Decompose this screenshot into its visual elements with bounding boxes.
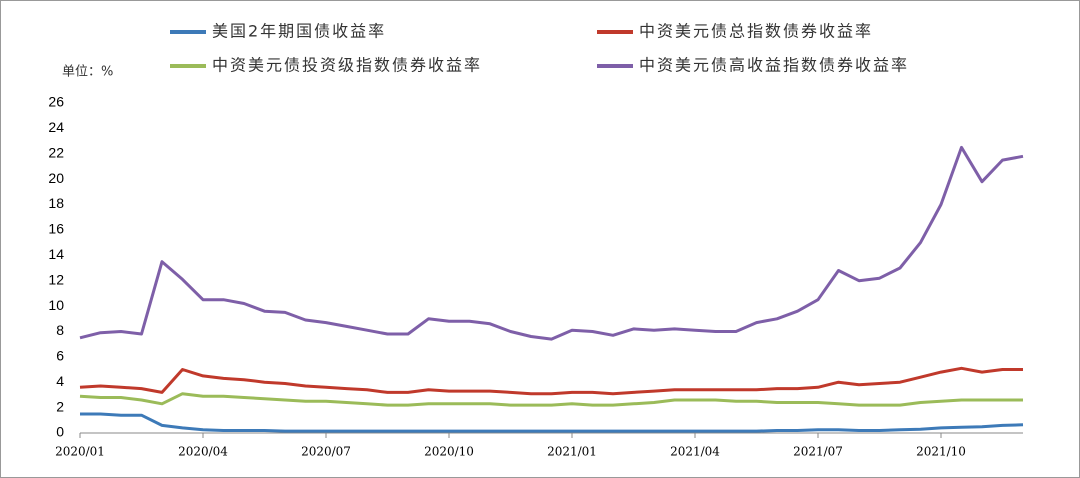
legend-label: 中资美元债投资级指数债券收益率 xyxy=(212,56,482,75)
x-tick-label: 2020/01 xyxy=(55,445,105,459)
y-tick-label: 26 xyxy=(48,94,64,110)
y-tick-label: 20 xyxy=(48,170,64,186)
series-line xyxy=(79,392,1023,407)
series-line xyxy=(79,366,1023,396)
y-tick-label: 14 xyxy=(48,246,64,262)
y-tick-label: 2 xyxy=(56,398,64,414)
x-tick-label: 2020/10 xyxy=(424,445,474,459)
y-tick-label: 24 xyxy=(48,119,64,135)
x-tick-label: 2021/10 xyxy=(916,445,966,459)
x-tick-label: 2021/01 xyxy=(547,445,597,459)
y-tick-label: 12 xyxy=(48,271,64,287)
x-tick-label: 2020/04 xyxy=(178,445,228,459)
y-axis-label: 单位：% xyxy=(62,65,113,80)
x-tick-label: 2021/04 xyxy=(670,445,720,459)
series-line xyxy=(80,412,1024,433)
legend-label: 中资美元债总指数债券收益率 xyxy=(639,22,873,41)
y-tick-label: 4 xyxy=(56,373,64,389)
y-tick-label: 8 xyxy=(56,322,64,338)
y-tick-label: 22 xyxy=(48,144,64,160)
x-tick-label: 2021/07 xyxy=(793,445,843,459)
y-tick-label: 0 xyxy=(56,424,64,440)
y-tick-label: 6 xyxy=(56,348,64,364)
y-tick-label: 18 xyxy=(48,195,64,211)
y-tick-label: 16 xyxy=(48,221,64,237)
y-tick-label: 10 xyxy=(48,297,64,313)
legend-label: 中资美元债高收益指数债券收益率 xyxy=(639,56,909,75)
x-tick-label: 2020/07 xyxy=(301,445,351,459)
legend-label: 美国2年期国债收益率 xyxy=(212,22,386,41)
series-line xyxy=(79,145,1024,341)
